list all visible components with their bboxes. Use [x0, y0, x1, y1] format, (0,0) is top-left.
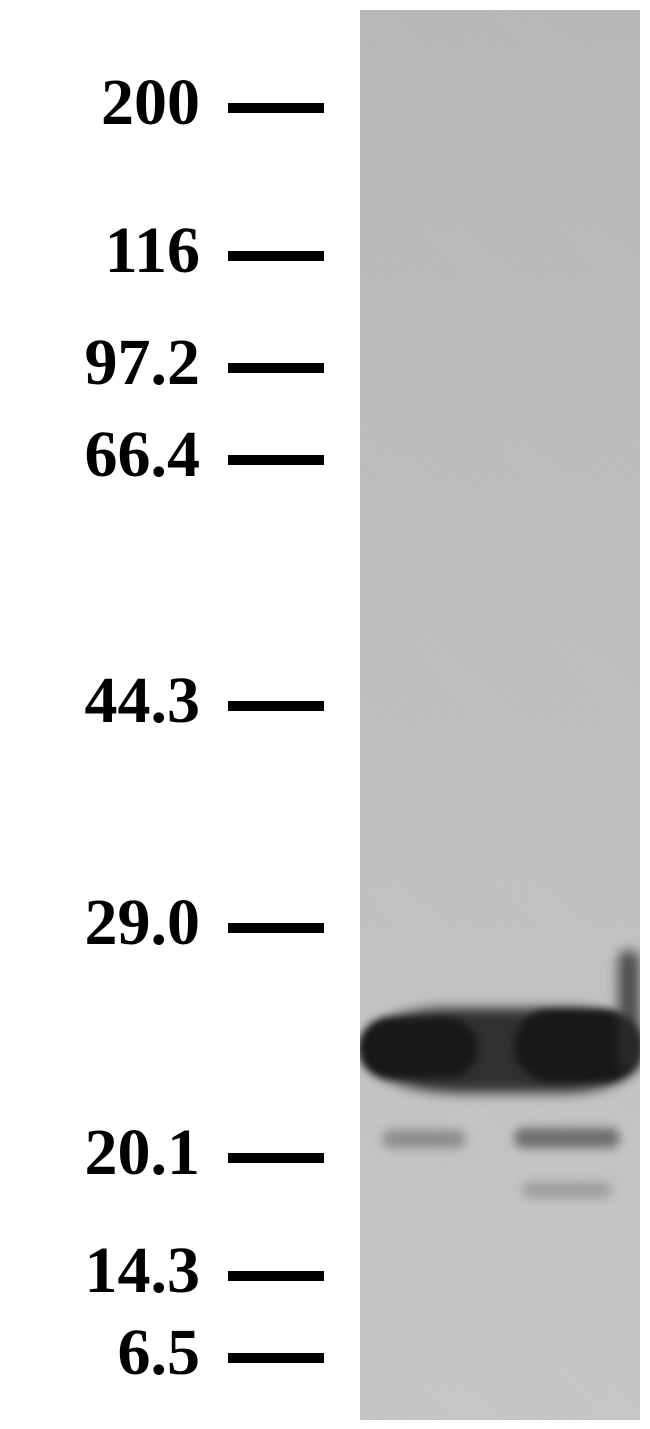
blot-noise-overlay — [360, 10, 640, 1420]
right-edge-tail — [618, 950, 640, 1070]
main-band-core-left — [360, 1018, 478, 1078]
mw-label: 29.0 — [85, 890, 201, 956]
mw-label: 6.5 — [118, 1320, 201, 1386]
mw-label: 116 — [105, 218, 200, 284]
mw-label: 44.3 — [85, 668, 201, 734]
mw-label: 14.3 — [85, 1238, 201, 1304]
mw-label: 97.2 — [85, 330, 201, 396]
mw-tick — [228, 1353, 324, 1363]
mw-tick — [228, 103, 324, 113]
faint-band-2-right — [522, 1182, 612, 1198]
mw-tick — [228, 701, 324, 711]
mw-tick — [228, 363, 324, 373]
mw-tick — [228, 455, 324, 465]
mw-tick — [228, 923, 324, 933]
blot-lane — [360, 10, 640, 1420]
mw-tick — [228, 1153, 324, 1163]
western-blot-figure: 200 116 97.2 66.4 44.3 29.0 20.1 14.3 6.5 — [0, 0, 650, 1429]
mw-label: 20.1 — [85, 1120, 201, 1186]
mw-label: 200 — [101, 70, 200, 136]
mw-label: 66.4 — [85, 422, 201, 488]
mw-tick — [228, 1271, 324, 1281]
faint-band-1-right — [514, 1128, 620, 1148]
mw-tick — [228, 251, 324, 261]
faint-band-1-left — [382, 1130, 466, 1148]
